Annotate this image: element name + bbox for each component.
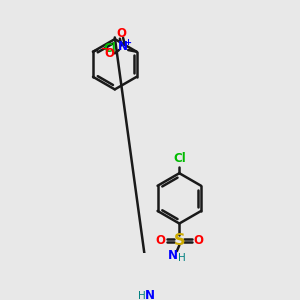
Text: −: − xyxy=(101,44,109,54)
Text: O: O xyxy=(105,47,115,60)
Text: N: N xyxy=(145,289,155,300)
Text: O: O xyxy=(116,27,127,40)
Text: O: O xyxy=(194,234,204,247)
Text: N: N xyxy=(118,40,128,53)
Text: N: N xyxy=(168,249,178,262)
Text: H: H xyxy=(138,291,146,300)
Text: H: H xyxy=(178,253,186,263)
Text: Cl: Cl xyxy=(173,152,186,165)
Text: S: S xyxy=(174,233,185,248)
Text: Cl: Cl xyxy=(103,42,116,55)
Text: O: O xyxy=(155,234,165,247)
Text: +: + xyxy=(124,38,131,47)
